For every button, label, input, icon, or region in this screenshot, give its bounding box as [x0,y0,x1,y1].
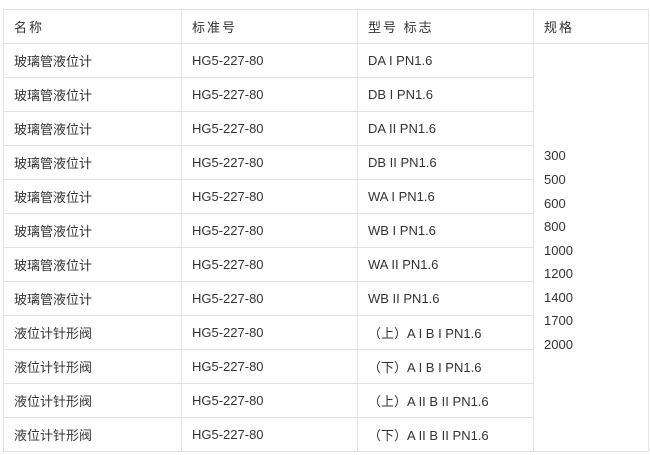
table-row: 液位计针形阀 HG5-227-80 （下）A I B I PN1.6 [3,349,649,384]
spec-value: 500 [544,171,566,187]
table-row: 液位计针形阀 HG5-227-80 （下）A II B II PN1.6 [3,417,649,452]
standard-cell: HG5-227-80 [181,281,358,316]
name-cell: 玻璃管液位计 [3,179,182,214]
name-cell: 玻璃管液位计 [3,247,182,282]
spec-value: 1400 [544,289,573,305]
spec-value: 800 [544,219,566,235]
name-cell: 玻璃管液位计 [3,281,182,316]
model-cell: DB II PN1.6 [357,145,534,180]
spec-table: 名称 标准号 型号 标志 规格 玻璃管液位计 HG5-227-80 DA I PN1… [3,9,649,452]
standard-cell: HG5-227-80 [181,349,358,384]
table-row: 玻璃管液位计 HG5-227-80 DB II PN1.6 [3,145,649,180]
header-model: 型号 标志 [357,9,534,44]
model-cell: （下）A I B I PN1.6 [357,349,534,384]
table-row: 液位计针形阀 HG5-227-80 （上）A I B I PN1.6 [3,315,649,350]
table-row: 玻璃管液位计 HG5-227-80 WB I PN1.6 [3,213,649,248]
name-cell: 玻璃管液位计 [3,111,182,146]
header-name: 名称 [3,9,182,44]
model-cell: DA I PN1.6 [357,43,534,78]
spec-value: 2000 [544,337,573,353]
header-standard: 标准号 [181,9,358,44]
table-row: 玻璃管液位计 HG5-227-80 DB I PN1.6 [3,77,649,112]
name-cell: 玻璃管液位计 [3,145,182,180]
standard-cell: HG5-227-80 [181,145,358,180]
name-cell: 玻璃管液位计 [3,213,182,248]
standard-cell: HG5-227-80 [181,315,358,350]
header-spec: 规格 [533,9,649,44]
name-cell: 液位计针形阀 [3,417,182,452]
model-cell: WB II PN1.6 [357,281,534,316]
spec-value: 1000 [544,242,573,258]
header-row: 名称 标准号 型号 标志 规格 [3,9,649,44]
model-cell: WA I PN1.6 [357,179,534,214]
standard-cell: HG5-227-80 [181,43,358,78]
model-cell: （上）A I B I PN1.6 [357,315,534,350]
name-cell: 玻璃管液位计 [3,43,182,78]
model-cell: DA II PN1.6 [357,111,534,146]
table-row: 玻璃管液位计 HG5-227-80 WA I PN1.6 [3,179,649,214]
standard-cell: HG5-227-80 [181,417,358,452]
table-row: 玻璃管液位计 HG5-227-80 DA II PN1.6 [3,111,649,146]
table-row: 玻璃管液位计 HG5-227-80 WA II PN1.6 [3,247,649,282]
spec-cell: 300 500 600 800 1000 1200 1400 1700 2000 [533,43,649,452]
standard-cell: HG5-227-80 [181,247,358,282]
name-cell: 液位计针形阀 [3,383,182,418]
table-row: 液位计针形阀 HG5-227-80 （上）A II B II PN1.6 [3,383,649,418]
standard-cell: HG5-227-80 [181,111,358,146]
spec-value: 1700 [544,313,573,329]
standard-cell: HG5-227-80 [181,77,358,112]
spec-value: 1200 [544,266,573,282]
name-cell: 液位计针形阀 [3,349,182,384]
standard-cell: HG5-227-80 [181,383,358,418]
model-cell: （下）A II B II PN1.6 [357,417,534,452]
standard-cell: HG5-227-80 [181,179,358,214]
model-cell: WA II PN1.6 [357,247,534,282]
spec-value: 600 [544,195,566,211]
name-cell: 液位计针形阀 [3,315,182,350]
table-row: 玻璃管液位计 HG5-227-80 DA I PN1.6 300 500 600 800 10… [3,43,649,452]
table-row: 玻璃管液位计 HG5-227-80 WB II PN1.6 [3,281,649,316]
spec-value: 300 [544,148,566,164]
model-cell: DB I PN1.6 [357,77,534,112]
name-cell: 玻璃管液位计 [3,77,182,112]
model-cell: WB I PN1.6 [357,213,534,248]
standard-cell: HG5-227-80 [181,213,358,248]
model-cell: （上）A II B II PN1.6 [357,383,534,418]
